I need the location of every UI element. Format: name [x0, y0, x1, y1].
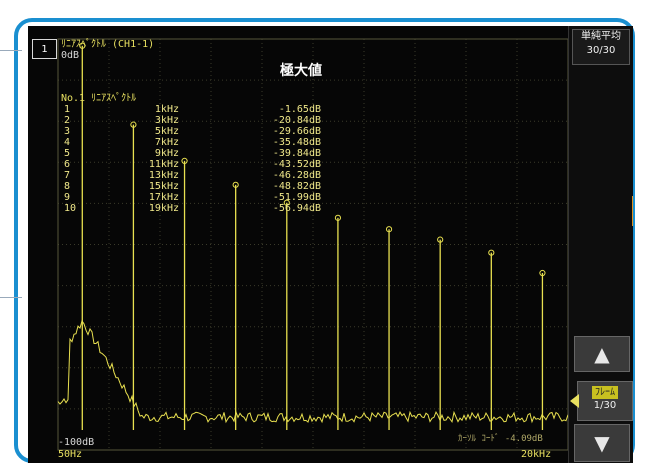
- table-cell-freq: 7kHz: [154, 137, 179, 148]
- table-cell-no: 3: [64, 126, 71, 137]
- table-cell-db: -56.94dB: [272, 203, 321, 214]
- harmonic-peak-marker: [79, 42, 86, 49]
- table-row: 5 9kHz -39.84dB: [61, 148, 321, 159]
- channel-number: 1: [41, 44, 48, 55]
- table-cell-no: 6: [64, 159, 71, 170]
- table-row: 7 13kHz -46.28dB: [61, 170, 321, 181]
- table-header: No.1 ﾘﾆｱｽﾍﾟｸﾄﾙ: [61, 93, 137, 104]
- ref-top-label: 0dB: [61, 50, 80, 61]
- spectrum-plot: 1 ﾘﾆｱｽﾍﾟｸﾄﾙ (CH1-1) 0dB 極大値 No.1 ﾘﾆｱｽﾍﾟｸ…: [28, 26, 568, 463]
- side-line-top: [0, 50, 22, 51]
- right-panel: 単純平均 30/30 ▲ ﾌﾚｰﾑ 1/30 ▼: [568, 26, 633, 463]
- harmonic-peak-marker: [334, 214, 342, 221]
- harmonic-peak-marker: [488, 249, 495, 256]
- instrument-screen: 1 ﾘﾆｱｽﾍﾟｸﾄﾙ (CH1-1) 0dB 極大値 No.1 ﾘﾆｱｽﾍﾟｸ…: [28, 26, 633, 463]
- table-row: 8 15kHz -48.82dB: [61, 181, 321, 192]
- table-cell-db: -35.48dB: [272, 137, 321, 148]
- averaging-count: 30/30: [586, 45, 616, 56]
- frame-label: ﾌﾚｰﾑ: [592, 386, 618, 399]
- table-cell-db: -20.84dB: [272, 115, 321, 126]
- table-cell-freq: 13kHz: [148, 170, 179, 181]
- frame-selector[interactable]: ﾌﾚｰﾑ 1/30: [570, 381, 633, 421]
- up-arrow-icon: ▲: [594, 342, 610, 366]
- table-cell-db: -39.84dB: [272, 148, 321, 159]
- table-cell-freq: 3kHz: [154, 115, 179, 126]
- cursor-readout: ｶｰｿﾙ ｺｰﾄﾞ -4.09dB: [458, 434, 543, 444]
- table-row: 3 5kHz -29.66dB: [61, 126, 321, 137]
- harmonic-peak-marker: [437, 236, 444, 243]
- table-cell-no: 2: [64, 115, 71, 126]
- table-cell-freq: 19kHz: [148, 203, 179, 214]
- table-cell-db: -29.66dB: [272, 126, 321, 137]
- x-start-label: 50Hz: [58, 449, 83, 460]
- table-cell-no: 1: [64, 104, 71, 115]
- plot-grid: [57, 38, 568, 451]
- table-cell-freq: 17kHz: [148, 192, 179, 203]
- channel-number-box[interactable]: 1: [32, 39, 57, 59]
- up-arrow-button[interactable]: ▲: [574, 336, 630, 372]
- down-arrow-button[interactable]: ▼: [574, 424, 630, 462]
- table-cell-no: 10: [64, 203, 77, 214]
- table-cell-no: 4: [64, 137, 71, 148]
- plot-border: [57, 38, 568, 451]
- side-line-bottom: [0, 297, 22, 298]
- peak-value-label: 極大値: [280, 63, 322, 79]
- harmonic-peak-marker: [539, 269, 546, 277]
- averaging-box[interactable]: 単純平均 30/30: [572, 29, 630, 65]
- frame-pointer-icon: [570, 394, 579, 408]
- table-cell-freq: 1kHz: [154, 104, 179, 115]
- table-cell-freq: 9kHz: [154, 148, 179, 159]
- graph-title: ﾘﾆｱｽﾍﾟｸﾄﾙ (CH1-1): [61, 39, 155, 50]
- down-arrow-icon: ▼: [594, 431, 610, 455]
- table-cell-freq: 5kHz: [154, 126, 179, 137]
- table-cell-freq: 15kHz: [148, 181, 179, 192]
- table-row: 1 1kHz -1.65dB: [61, 104, 321, 115]
- table-row: 9 17kHz -51.99dB: [61, 192, 321, 203]
- table-cell-db: -48.82dB: [272, 181, 321, 192]
- harmonic-peak-marker: [130, 121, 137, 128]
- table-cell-db: -43.52dB: [272, 159, 321, 170]
- table-cell-no: 7: [64, 170, 71, 181]
- harmonic-peak-marker: [385, 226, 393, 233]
- table-row: 10 19kHz -56.94dB: [61, 203, 321, 214]
- averaging-label: 単純平均: [581, 31, 621, 42]
- scroll-indicator: [632, 196, 633, 226]
- harmonic-table: 1 1kHz -1.65dB 2 3kHz -20.84dB 3 5kHz -29.66dB 4 7…: [61, 104, 321, 214]
- spectrum-svg: [57, 38, 568, 451]
- harmonic-peaks: [79, 42, 546, 430]
- table-cell-db: -1.65dB: [278, 104, 321, 115]
- noise-floor-trace: [57, 319, 568, 424]
- table-cell-db: -46.28dB: [272, 170, 321, 181]
- table-row: 2 3kHz -20.84dB: [61, 115, 321, 126]
- harmonic-peak-marker: [283, 199, 290, 206]
- harmonic-peak-marker: [232, 181, 239, 188]
- frame-count: 1/30: [593, 400, 617, 411]
- table-cell-freq: 11kHz: [148, 159, 179, 170]
- table-row: 4 7kHz -35.48dB: [61, 137, 321, 148]
- table-cell-db: -51.99dB: [272, 192, 321, 203]
- x-end-label: 20kHz: [521, 449, 552, 460]
- table-cell-no: 9: [64, 192, 71, 203]
- table-cell-no: 8: [64, 181, 71, 192]
- ref-bottom-label: -100dB: [58, 437, 95, 448]
- table-row: 6 11kHz -43.52dB: [61, 159, 321, 170]
- harmonic-peak-marker: [181, 157, 188, 165]
- table-cell-no: 5: [64, 148, 71, 159]
